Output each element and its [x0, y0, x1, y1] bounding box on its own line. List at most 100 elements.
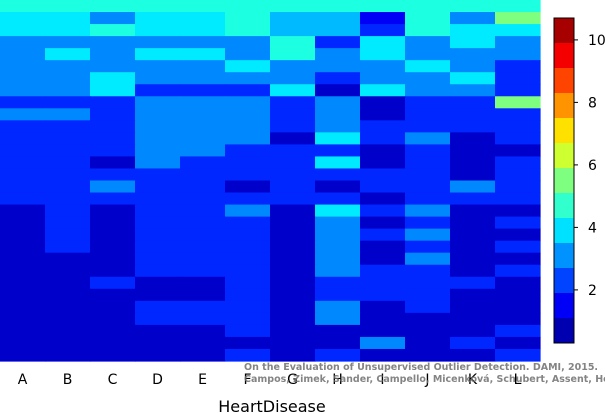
- heatmap-cell: [405, 300, 451, 314]
- heatmap-cell: [495, 312, 541, 326]
- colorbar-segment: [554, 143, 574, 169]
- heatmap-cell: [0, 300, 46, 314]
- heatmap-cell: [315, 84, 361, 97]
- heatmap-cell: [315, 336, 361, 350]
- heatmap-cell: [405, 240, 451, 254]
- x-axis-tick-labels: A B C D E F G H I J K L: [18, 372, 522, 388]
- colorbar-frame: [553, 17, 575, 344]
- heatmap-cell: [225, 60, 271, 73]
- heatmap-cell: [135, 96, 181, 109]
- heatmap-cell: [225, 252, 271, 266]
- heatmap-cell: [315, 324, 361, 338]
- heatmap-cell: [180, 168, 226, 182]
- heatmap-cell: [495, 324, 541, 338]
- heatmap-cell: [360, 252, 406, 266]
- heatmap-cell: [180, 120, 226, 133]
- heatmap-cell: [270, 300, 316, 314]
- heatmap-cell: [90, 252, 136, 266]
- heatmap-cell: [270, 276, 316, 290]
- heatmap-cell: [315, 144, 361, 158]
- heatmap-cell: [360, 348, 406, 362]
- heatmap-cell: [270, 156, 316, 170]
- heatmap-cell: [315, 108, 361, 121]
- heatmap-cell: [180, 336, 226, 350]
- heatmap-cell: [405, 348, 451, 362]
- heatmap-cell: [495, 276, 541, 290]
- heatmap-cell: [135, 252, 181, 266]
- heatmap-cell: [0, 144, 46, 158]
- heatmap-cell: [405, 48, 451, 61]
- heatmap-cell: [45, 288, 91, 302]
- heatmap-cell: [360, 132, 406, 145]
- heatmap-cell: [0, 132, 46, 145]
- heatmap-cell: [270, 324, 316, 338]
- heatmap-cell: [270, 144, 316, 158]
- colorbar-segment: [554, 218, 574, 244]
- heatmap-cell: [0, 324, 46, 338]
- x-axis-title: HeartDisease: [218, 397, 325, 413]
- heatmap-cell: [0, 60, 46, 73]
- heatmap-cell: [45, 24, 91, 37]
- heatmap-cell: [0, 192, 46, 206]
- heatmap-cell: [495, 216, 541, 230]
- colorbar-segment: [554, 293, 574, 319]
- x-tick-label: K: [468, 372, 478, 388]
- heatmap-cell: [495, 48, 541, 61]
- heatmap-cell: [135, 300, 181, 314]
- colorbar-segment: [554, 68, 574, 94]
- heatmap-cell: [405, 168, 451, 182]
- heatmap-cell: [135, 156, 181, 170]
- x-tick-label: J: [424, 372, 429, 388]
- heatmap-cell: [90, 60, 136, 73]
- heatmap-cell: [360, 12, 406, 25]
- heatmap-cell: [135, 204, 181, 218]
- heatmap-cell: [270, 180, 316, 194]
- heatmap-cell: [45, 96, 91, 109]
- heatmap-cell: [450, 48, 496, 61]
- heatmap-cell: [90, 120, 136, 133]
- heatmap-cell: [135, 312, 181, 326]
- heatmap-cell: [360, 84, 406, 97]
- heatmap-cell: [225, 84, 271, 97]
- heatmap-cell: [90, 84, 136, 97]
- heatmap-cell: [135, 228, 181, 242]
- heatmap-cell: [180, 216, 226, 230]
- heatmap-cell: [270, 96, 316, 109]
- heatmap-cell: [450, 120, 496, 133]
- colorbar-tick-label: 4: [588, 220, 597, 236]
- heatmap-cell: [270, 252, 316, 266]
- x-tick-label: C: [108, 372, 118, 388]
- heatmap-cell: [135, 36, 181, 49]
- heatmap-cell: [90, 336, 136, 350]
- colorbar-ticks: 2 4 6 8 10: [574, 33, 605, 299]
- heatmap-cell: [225, 216, 271, 230]
- x-tick-label: I: [380, 372, 384, 388]
- heatmap-cell: [180, 24, 226, 37]
- heatmap-cell: [45, 300, 91, 314]
- heatmap-cell: [90, 204, 136, 218]
- heatmap-cell: [90, 300, 136, 314]
- heatmap-cell: [225, 300, 271, 314]
- heatmap-cell: [270, 0, 316, 13]
- heatmap-cell: [135, 24, 181, 37]
- heatmap-cell: [495, 108, 541, 121]
- heatmap-cell: [450, 312, 496, 326]
- heatmap-cell: [135, 192, 181, 206]
- heatmap-cell: [225, 276, 271, 290]
- colorbar-tick-label: 2: [588, 283, 597, 299]
- heatmap-cell: [0, 36, 46, 49]
- heatmap-cell: [225, 156, 271, 170]
- heatmap-cell: [270, 84, 316, 97]
- heatmap-cell: [450, 144, 496, 158]
- heatmap-cell: [45, 120, 91, 133]
- heatmap-cell: [225, 0, 271, 13]
- colorbar-gradient: [554, 18, 574, 344]
- heatmap-cell: [450, 132, 496, 145]
- heatmap-cell: [315, 132, 361, 145]
- heatmap-cell: [405, 84, 451, 97]
- heatmap-cell: [495, 96, 541, 109]
- heatmap-cell: [450, 252, 496, 266]
- heatmap-cell: [45, 132, 91, 145]
- heatmap-cell: [270, 288, 316, 302]
- heatmap-cell: [45, 276, 91, 290]
